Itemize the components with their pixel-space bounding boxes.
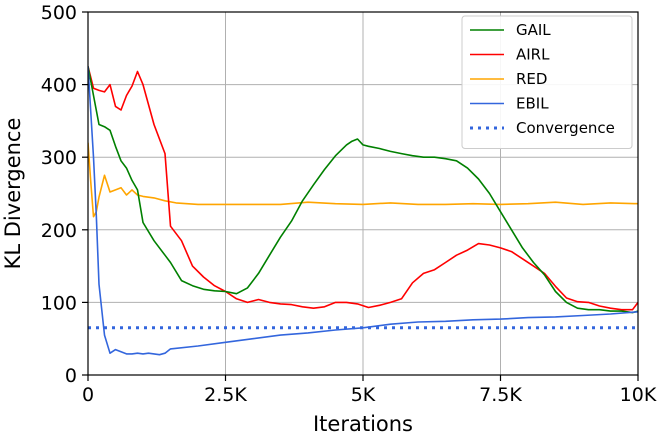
x-tick-label: 5K — [351, 384, 376, 406]
x-tick-label: 2.5K — [204, 384, 247, 406]
y-tick-label: 500 — [41, 2, 77, 24]
legend-label-red: RED — [516, 70, 547, 88]
series-line-gail — [88, 66, 638, 314]
y-tick-label: 0 — [65, 365, 77, 387]
legend: GAIL AIRL RED EBIL Convergence — [461, 15, 633, 149]
legend-label-ebil: EBIL — [516, 95, 549, 113]
y-tick-label: 200 — [41, 220, 77, 242]
y-tick-label: 100 — [41, 292, 77, 314]
series-line-red — [88, 142, 638, 218]
y-axis-label: KL Divergence — [1, 118, 25, 270]
axis-ticks: 0 2.5K 5K 7.5K 10K 0 100 200 300 400 500 — [41, 2, 657, 406]
x-tick-label: 7.5K — [479, 384, 522, 406]
y-tick-label: 300 — [41, 147, 77, 169]
legend-box — [461, 15, 633, 149]
legend-label-gail: GAIL — [516, 21, 551, 39]
series-lines — [88, 66, 638, 356]
series-line-ebil — [88, 66, 638, 356]
legend-label-airl: AIRL — [516, 46, 550, 64]
x-axis-label: Iterations — [313, 412, 413, 435]
x-tick-label: 10K — [620, 384, 657, 406]
legend-label-convergence: Convergence — [516, 119, 615, 137]
y-tick-label: 400 — [41, 75, 77, 97]
x-tick-label: 0 — [82, 384, 94, 406]
